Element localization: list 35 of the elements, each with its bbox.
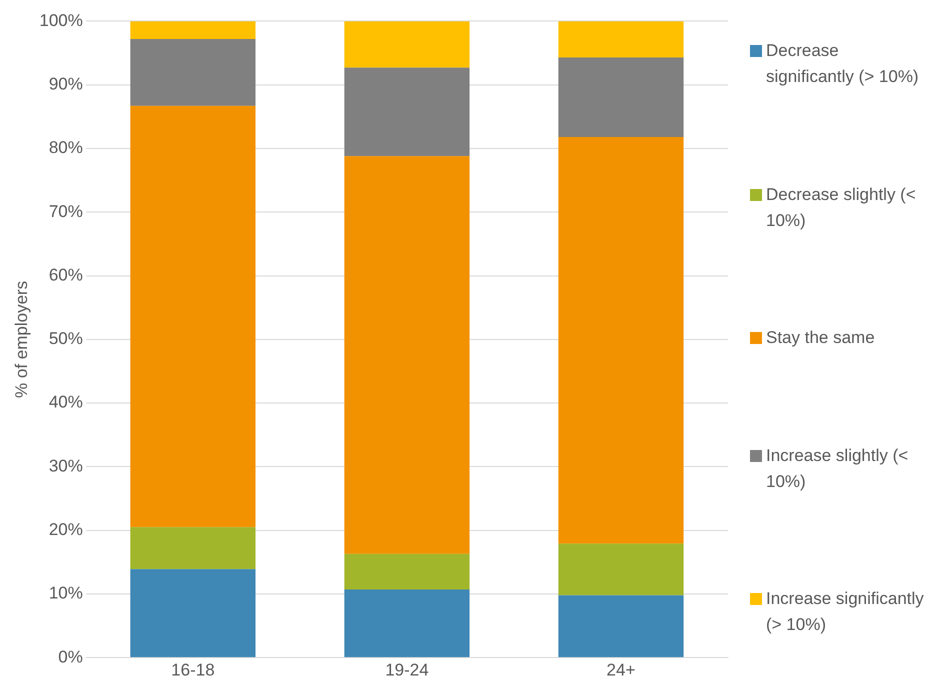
bar bbox=[130, 21, 256, 40]
bar bbox=[558, 57, 684, 138]
bar bbox=[558, 137, 684, 544]
y-tick-label: 0% bbox=[58, 647, 83, 666]
y-axis-title: % of employers bbox=[12, 280, 31, 398]
legend-label: Stay the same bbox=[766, 327, 875, 349]
bar bbox=[344, 156, 470, 554]
bar bbox=[558, 595, 684, 658]
bar bbox=[344, 21, 470, 68]
y-tick-label: 50% bbox=[48, 329, 83, 348]
bar bbox=[130, 569, 256, 658]
y-tick-label: 20% bbox=[48, 520, 83, 540]
y-tick-label: 60% bbox=[48, 265, 83, 284]
bar bbox=[130, 527, 256, 570]
y-tick-label: 10% bbox=[48, 584, 83, 603]
bar bbox=[130, 39, 256, 106]
bar bbox=[344, 590, 470, 658]
legend-label: Decrease significantly (> 10%) bbox=[766, 40, 920, 88]
y-tick-label: 80% bbox=[48, 138, 83, 158]
bar bbox=[558, 21, 684, 58]
bar bbox=[344, 554, 470, 590]
y-tick-label: 30% bbox=[48, 456, 83, 476]
legend-label: Increase slightly (< 10%) bbox=[766, 444, 910, 492]
bar bbox=[130, 106, 256, 528]
bar bbox=[558, 544, 684, 596]
x-tick-label: 19-24 bbox=[385, 660, 429, 680]
legend-label: Decrease slightly (< 10%) bbox=[766, 184, 917, 232]
y-tick-label: 90% bbox=[48, 74, 83, 94]
x-tick-label: 16-18 bbox=[171, 660, 215, 680]
y-tick-label: 100% bbox=[39, 10, 83, 30]
y-tick-label: 70% bbox=[48, 202, 83, 221]
y-tick-label: 40% bbox=[48, 392, 83, 412]
bar bbox=[344, 68, 470, 156]
legend-label: Increase significantly (> 10%) bbox=[766, 588, 925, 636]
x-tick-label: 24+ bbox=[606, 660, 636, 680]
